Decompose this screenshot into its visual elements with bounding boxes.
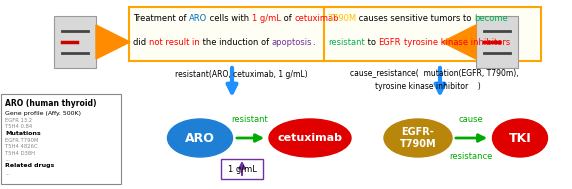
Text: causes sensitive tumors to: causes sensitive tumors to — [356, 14, 474, 23]
Text: did: did — [133, 38, 149, 47]
FancyBboxPatch shape — [129, 7, 326, 61]
Ellipse shape — [168, 119, 232, 157]
Text: cause: cause — [459, 115, 483, 124]
FancyBboxPatch shape — [476, 16, 518, 68]
Polygon shape — [96, 25, 130, 59]
Text: ARO: ARO — [185, 132, 215, 145]
Text: T790M: T790M — [328, 14, 356, 23]
Text: cells with: cells with — [208, 14, 252, 23]
Text: cause_resistance(  mutation(EGFR, T790m),: cause_resistance( mutation(EGFR, T790m), — [350, 68, 519, 77]
Text: to: to — [365, 38, 378, 47]
Text: Related drugs: Related drugs — [5, 163, 54, 168]
Text: apoptosis: apoptosis — [271, 38, 312, 47]
Text: cetuximab: cetuximab — [295, 14, 339, 23]
Text: T5H4 4826C: T5H4 4826C — [5, 144, 38, 149]
Text: .: . — [312, 38, 315, 47]
Text: tyrosine kinase inhibitors: tyrosine kinase inhibitors — [403, 38, 510, 47]
Polygon shape — [442, 25, 476, 59]
Text: EGFR-
T790M: EGFR- T790M — [400, 127, 436, 149]
Text: 1 g/mL: 1 g/mL — [252, 14, 281, 23]
FancyBboxPatch shape — [221, 159, 263, 179]
Text: resistance: resistance — [450, 152, 492, 161]
Text: ...: ... — [5, 157, 10, 162]
Text: T5H4 D38H: T5H4 D38H — [5, 151, 35, 156]
Text: tyrosine kinase inhibitor    ): tyrosine kinase inhibitor ) — [375, 82, 480, 91]
FancyBboxPatch shape — [1, 94, 121, 184]
Ellipse shape — [269, 119, 351, 157]
Text: Treatment of: Treatment of — [133, 14, 189, 23]
Text: ...: ... — [5, 170, 10, 176]
Text: EGFR: EGFR — [378, 38, 401, 47]
Ellipse shape — [492, 119, 547, 157]
Text: not result in: not result in — [149, 38, 200, 47]
FancyBboxPatch shape — [324, 7, 541, 61]
Text: the induction of: the induction of — [200, 38, 271, 47]
Text: resistant: resistant — [328, 38, 365, 47]
Text: become: become — [474, 14, 508, 23]
Text: ARO (human thyroid): ARO (human thyroid) — [5, 99, 97, 108]
Text: of: of — [281, 14, 295, 23]
Text: 1 g/mL: 1 g/mL — [228, 164, 256, 174]
Text: resistant: resistant — [232, 115, 268, 124]
Text: EGFR 13.2: EGFR 13.2 — [5, 118, 32, 123]
Text: ARO: ARO — [189, 14, 208, 23]
Text: Mutations: Mutations — [5, 131, 41, 136]
Ellipse shape — [384, 119, 452, 157]
Text: Gene profile (Affy. 500K): Gene profile (Affy. 500K) — [5, 111, 81, 116]
Text: EGFR T790M: EGFR T790M — [5, 138, 38, 143]
Text: T5H4 0.84: T5H4 0.84 — [5, 124, 32, 129]
FancyBboxPatch shape — [54, 16, 96, 68]
Text: resistant(ARO, cetuximab, 1 g/mL): resistant(ARO, cetuximab, 1 g/mL) — [175, 70, 308, 79]
Text: TKI: TKI — [509, 132, 531, 145]
Text: cetuximab: cetuximab — [277, 133, 343, 143]
